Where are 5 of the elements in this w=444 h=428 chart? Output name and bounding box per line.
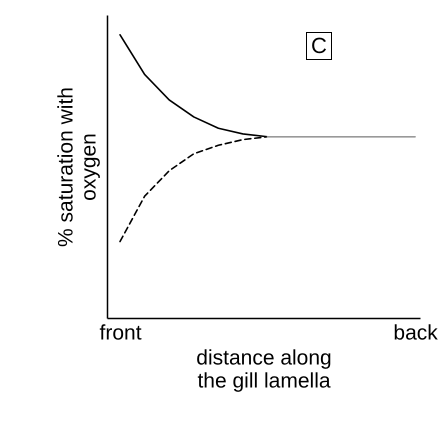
x-tick-label: back bbox=[393, 322, 438, 344]
y-axis-title: % saturation with oxygen bbox=[54, 87, 100, 247]
x-tick-label: front bbox=[100, 322, 142, 344]
annotation: C bbox=[306, 32, 332, 60]
x-axis-title: distance along the gill lamella bbox=[196, 346, 332, 392]
